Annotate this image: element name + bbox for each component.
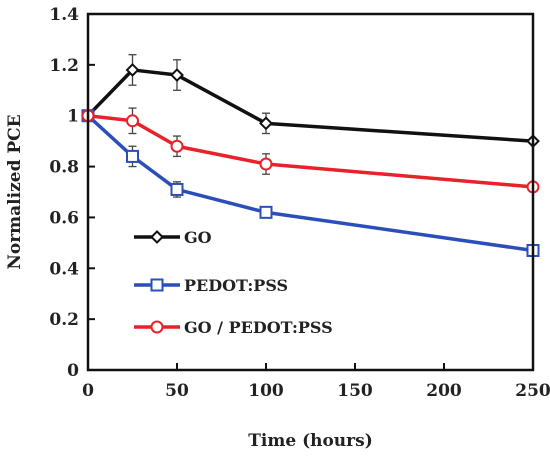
y-tick-label: 1 bbox=[67, 107, 79, 127]
legend: GO PEDOT:PSS GO / PEDOT:PSS bbox=[134, 228, 333, 337]
data-point bbox=[172, 184, 183, 195]
data-point bbox=[261, 159, 272, 170]
legend-item: GO bbox=[134, 228, 212, 247]
legend-item: PEDOT:PSS bbox=[134, 276, 288, 295]
x-tick-label: 50 bbox=[165, 381, 189, 401]
series-line bbox=[88, 70, 533, 141]
y-axis-label: Normalized PCE bbox=[5, 114, 25, 269]
x-tick-label: 150 bbox=[337, 381, 373, 401]
x-tick-label: 250 bbox=[515, 381, 550, 401]
y-tick-label: 0.6 bbox=[49, 208, 79, 228]
legend-item: GO / PEDOT:PSS bbox=[134, 318, 333, 337]
legend-marker bbox=[152, 322, 163, 333]
legend-label: PEDOT:PSS bbox=[184, 276, 288, 295]
x-axis-label: Time (hours) bbox=[248, 431, 373, 451]
y-tick-label: 0.8 bbox=[49, 158, 79, 178]
data-point bbox=[261, 207, 272, 218]
legend-label: GO / PEDOT:PSS bbox=[184, 318, 333, 337]
x-tick-label: 200 bbox=[426, 381, 462, 401]
data-point bbox=[127, 115, 138, 126]
plot-area-frame bbox=[88, 14, 533, 370]
data-point bbox=[127, 151, 138, 162]
x-tick-label: 0 bbox=[82, 381, 94, 401]
x-axis-ticks: 0 50 100 150 200 250 bbox=[82, 363, 550, 401]
y-tick-label: 0 bbox=[67, 361, 79, 381]
data-point bbox=[172, 141, 183, 152]
y-tick-label: 1.2 bbox=[49, 56, 79, 76]
legend-marker bbox=[152, 280, 163, 291]
x-tick-label: 100 bbox=[248, 381, 284, 401]
series-2 bbox=[83, 108, 539, 192]
y-tick-label: 1.4 bbox=[49, 5, 79, 25]
legend-label: GO bbox=[184, 228, 212, 247]
series-layer bbox=[83, 55, 539, 256]
y-tick-label: 0.2 bbox=[49, 310, 79, 330]
legend-marker bbox=[152, 232, 163, 243]
y-tick-label: 0.4 bbox=[49, 259, 79, 279]
